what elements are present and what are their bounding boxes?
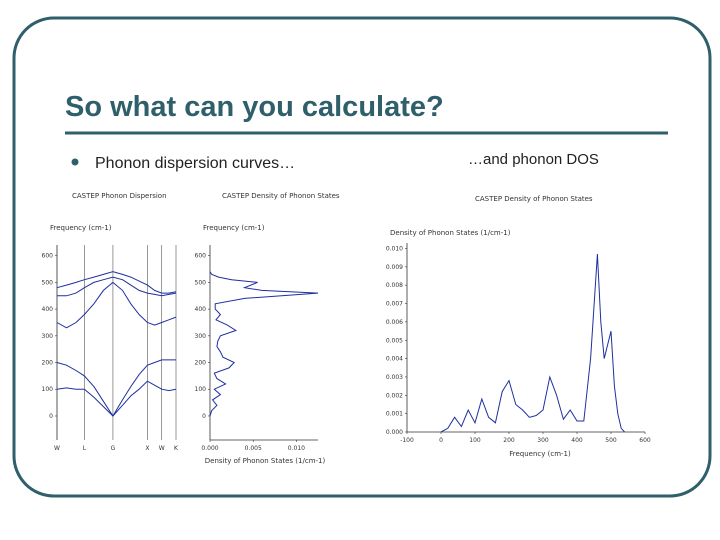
y-tick-label: 600 [42,253,54,260]
slide-frame [12,16,712,498]
data-line [56,271,177,294]
y-tick-label: 100 [42,386,54,393]
x-tick-label: W [54,445,60,452]
data-line [57,276,177,297]
y-tick-label: 100 [195,386,207,393]
y-tick-label: 0.007 [386,301,403,308]
x-tick-label: 0.000 [201,445,218,452]
x-tick-label: 200 [503,437,515,444]
y-tick-label: 0.009 [386,264,403,271]
x-tick-label: 100 [469,437,481,444]
y-tick-label: 500 [42,279,54,286]
y-tick-label: 300 [42,333,54,340]
bullet: …and phonon DOS [468,151,599,168]
y-tick-label: 200 [42,360,54,367]
x-tick-label: L [83,445,87,452]
y-tick-label: 0.001 [386,411,403,418]
x-tick-label: G [111,445,116,452]
x-tick-label: 0.010 [288,445,305,452]
y-tick-label: 0.002 [386,392,403,399]
x-tick-label: X [145,445,149,452]
slide-title: So what can you calculate? [65,91,444,123]
y-tick-label: 0.000 [386,429,403,436]
y-tick-label: 400 [195,306,207,313]
x-axis-label: Frequency (cm-1) [509,450,571,458]
y-axis-label: Frequency (cm-1) [203,224,265,232]
y-tick-label: 0.003 [386,374,403,381]
x-tick-label: 400 [571,437,583,444]
y-tick-label: 500 [195,279,207,286]
y-tick-label: 600 [195,253,207,260]
y-tick-label: 200 [195,360,207,367]
y-tick-label: 0.005 [386,337,403,344]
x-tick-label: 0.005 [245,445,262,452]
data-line [56,359,176,417]
bullet-dot [71,158,79,166]
y-tick-label: 300 [195,333,207,340]
y-tick-label: 0.008 [386,282,403,289]
y-tick-label: 0.006 [386,319,403,326]
x-tick-label: -100 [400,437,414,444]
y-tick-label: 400 [42,306,54,313]
chart-title: CASTEP Density of Phonon States [475,195,593,203]
data-line [440,253,625,433]
x-tick-label: 500 [605,437,617,444]
y-axis-label: Density of Phonon States (1/cm-1) [390,229,511,237]
data-line [56,281,177,329]
y-tick-label: 0 [202,413,206,420]
x-tick-label: 600 [639,437,651,444]
y-tick-label: 0.010 [386,246,403,253]
y-tick-label: 0 [49,413,53,420]
data-line [209,271,319,417]
y-tick-label: 0.004 [386,356,403,363]
chart-title: CASTEP Phonon Dispersion [72,192,167,200]
x-tick-label: K [174,445,179,452]
x-axis-label: Density of Phonon States (1/cm-1) [205,457,326,465]
chart-title: CASTEP Density of Phonon States [222,192,340,200]
x-tick-label: 300 [537,437,549,444]
bullet: Phonon dispersion curves… [95,155,295,172]
x-tick-label: 0 [439,437,443,444]
y-axis-label: Frequency (cm-1) [50,224,112,232]
data-line [56,380,177,417]
x-tick-label: W [159,445,165,452]
